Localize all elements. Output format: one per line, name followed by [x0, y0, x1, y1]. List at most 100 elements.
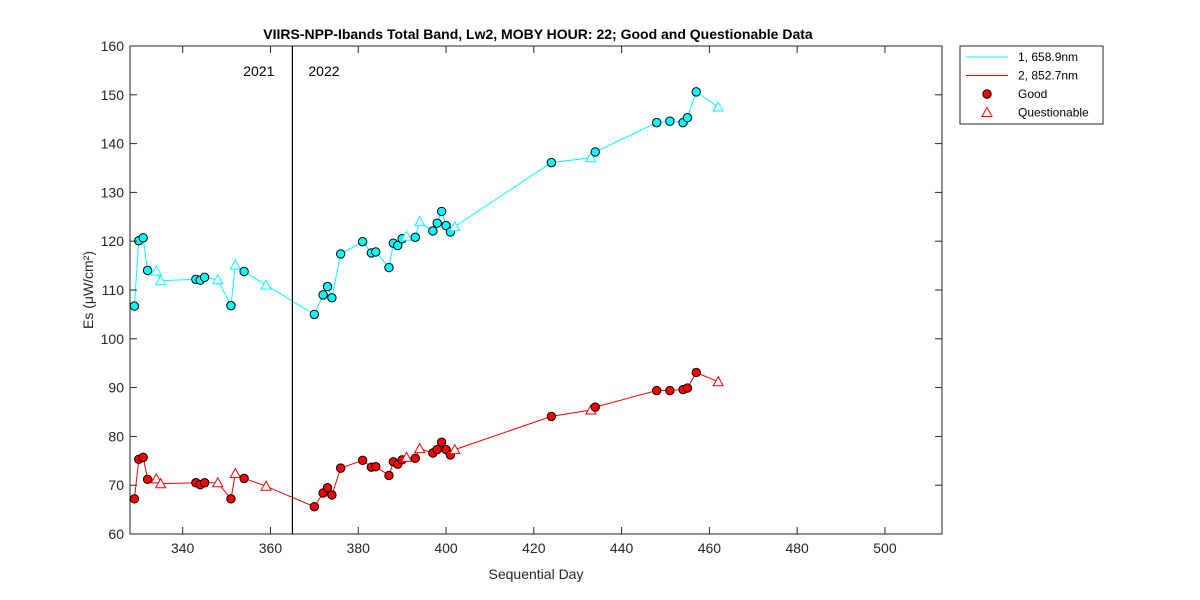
good-point: [665, 116, 675, 126]
good-point: [410, 453, 420, 464]
good-point: [428, 226, 438, 236]
questionable-point: [413, 215, 426, 227]
plot-area: [129, 45, 943, 535]
questionable-point: [150, 472, 163, 484]
good-point: [357, 236, 368, 247]
good-point: [546, 157, 557, 168]
legend-label: 1, 658.9nm: [1018, 50, 1078, 64]
questionable-point: [229, 467, 242, 478]
y-tick-label: 110: [102, 282, 125, 298]
y-tick-label: 80: [108, 428, 124, 444]
x-tick-label: 400: [434, 540, 458, 556]
good-point: [318, 290, 328, 300]
good-point: [691, 87, 701, 97]
good-point: [129, 494, 140, 504]
good-point: [371, 247, 381, 257]
good-point: [129, 301, 140, 311]
x-tick-label: 380: [347, 540, 371, 556]
good-point: [590, 147, 600, 157]
y-tick-label: 130: [101, 184, 125, 200]
good-point: [226, 494, 236, 504]
good-point: [239, 266, 249, 277]
good-point: [335, 463, 346, 473]
legend: 1, 658.9nm 2, 852.7nm Good Questionable: [959, 45, 1104, 125]
x-tick-label: 460: [698, 540, 722, 556]
questionable-point: [448, 443, 461, 455]
y-tick-label: 100: [101, 331, 125, 347]
questionable-point: [154, 274, 167, 286]
questionable-point: [154, 477, 167, 489]
legend-box: [959, 45, 1104, 125]
x-tick-label: 360: [259, 540, 283, 556]
good-point: [239, 473, 249, 484]
questionable-point: [400, 230, 413, 241]
y-axis-label: Es (μW/cm²): [80, 251, 96, 329]
year-divider: 2021 2022: [243, 46, 340, 534]
good-point: [436, 437, 447, 447]
y-tick-label: 140: [101, 136, 125, 152]
legend-label: Questionable: [1018, 106, 1089, 120]
good-point: [322, 281, 333, 292]
questionable-point: [712, 375, 725, 387]
questionable-point: [260, 480, 272, 491]
x-tick-label: 480: [785, 540, 809, 556]
good-point: [410, 232, 420, 242]
legend-label: 2, 852.7nm: [1018, 69, 1078, 83]
y-tick-label: 70: [108, 477, 124, 493]
good-point: [322, 482, 333, 493]
good-point: [335, 249, 346, 259]
questionable-point: [400, 451, 413, 462]
good-point: [142, 474, 153, 485]
data-layer: [129, 87, 725, 512]
good-point: [138, 452, 148, 463]
legend-label: Good: [1018, 87, 1047, 101]
questionable-point: [260, 279, 272, 290]
questionable-point: [150, 264, 163, 276]
questionable-point: [448, 220, 461, 232]
legend-entry: Good: [982, 87, 1047, 101]
good-point: [226, 300, 236, 311]
good-point: [436, 206, 447, 217]
good-point: [682, 383, 693, 393]
good-point: [665, 385, 675, 396]
good-point: [384, 470, 394, 481]
y-tick-label: 90: [108, 380, 124, 396]
x-tick-label: 500: [873, 540, 897, 556]
good-point: [546, 411, 557, 422]
good-point: [199, 478, 210, 488]
good-point: [384, 262, 394, 273]
x-axis-label: Sequential Day: [489, 566, 584, 582]
series-2: [129, 367, 725, 512]
good-point: [309, 309, 320, 320]
axes: 60 70 80 90 100 110 120 130 140 150 160 340 360 380 40…: [101, 38, 942, 556]
y-tick-label: 150: [101, 87, 125, 103]
chart-title: VIIRS-NPP-Ibands Total Band, Lw2, MOBY H…: [263, 26, 813, 42]
good-point: [682, 113, 693, 123]
good-point: [441, 220, 451, 231]
legend-circle-swatch: [982, 89, 992, 99]
x-tick-label: 340: [171, 540, 195, 556]
good-point: [309, 501, 320, 512]
good-point: [393, 240, 403, 251]
questionable-point: [211, 476, 224, 488]
y-tick-label: 160: [101, 38, 125, 54]
good-point: [142, 265, 153, 276]
good-point: [327, 490, 337, 500]
legend-triangle-swatch: [981, 106, 993, 117]
good-point: [199, 272, 210, 283]
year-label-right: 2022: [308, 63, 339, 79]
legend-entry: 1, 658.9nm: [966, 50, 1078, 64]
legend-entry: 2, 852.7nm: [966, 69, 1078, 83]
y-tick-label: 120: [101, 233, 125, 249]
good-point: [138, 233, 148, 243]
series-1: [129, 87, 725, 320]
good-point: [357, 455, 368, 466]
x-tick-label: 420: [522, 540, 546, 556]
questionable-point: [585, 151, 597, 163]
questionable-point: [712, 100, 725, 112]
good-point: [652, 385, 662, 396]
good-point: [371, 461, 381, 472]
y-tick-label: 60: [108, 526, 124, 542]
good-point: [691, 367, 701, 378]
